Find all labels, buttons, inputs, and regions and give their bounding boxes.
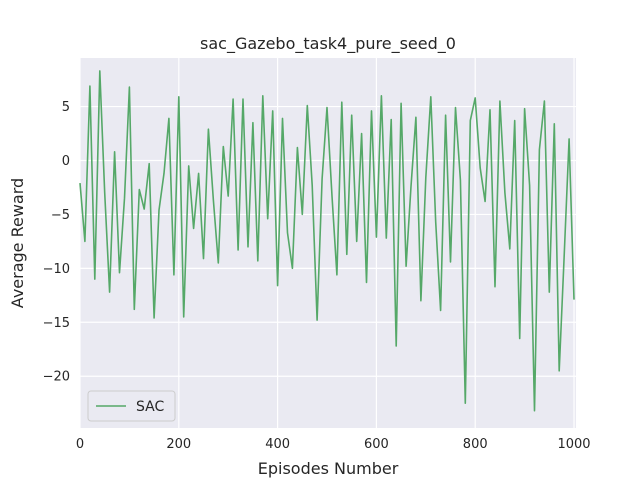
- legend: SAC: [87, 390, 176, 422]
- y-axis-label: Average Reward: [8, 178, 27, 308]
- series-line: [79, 70, 575, 412]
- legend-label: SAC: [136, 399, 164, 415]
- y-tick-label: −5: [51, 208, 70, 223]
- chart-title: sac_Gazebo_task4_pure_seed_0: [200, 34, 456, 54]
- y-tick-label: −15: [43, 316, 70, 331]
- series-layer: [79, 70, 575, 412]
- x-tick-label: 800: [463, 437, 488, 452]
- x-tick-label: 600: [364, 437, 389, 452]
- x-axis-label: Episodes Number: [258, 459, 399, 478]
- x-tick-label: 1000: [557, 437, 590, 452]
- y-tick-label: 5: [62, 100, 70, 115]
- x-tick-label: 200: [166, 437, 191, 452]
- x-tick-label: 400: [265, 437, 290, 452]
- legend-box: [87, 390, 176, 422]
- x-tick-label: 0: [76, 437, 84, 452]
- y-tick-label: −20: [43, 370, 70, 385]
- y-tick-label: 0: [62, 154, 70, 169]
- tick-labels: 0 200 400 600 800 1000 −20 −15 −10 −5 0 5: [43, 100, 591, 452]
- y-tick-label: −10: [43, 262, 70, 277]
